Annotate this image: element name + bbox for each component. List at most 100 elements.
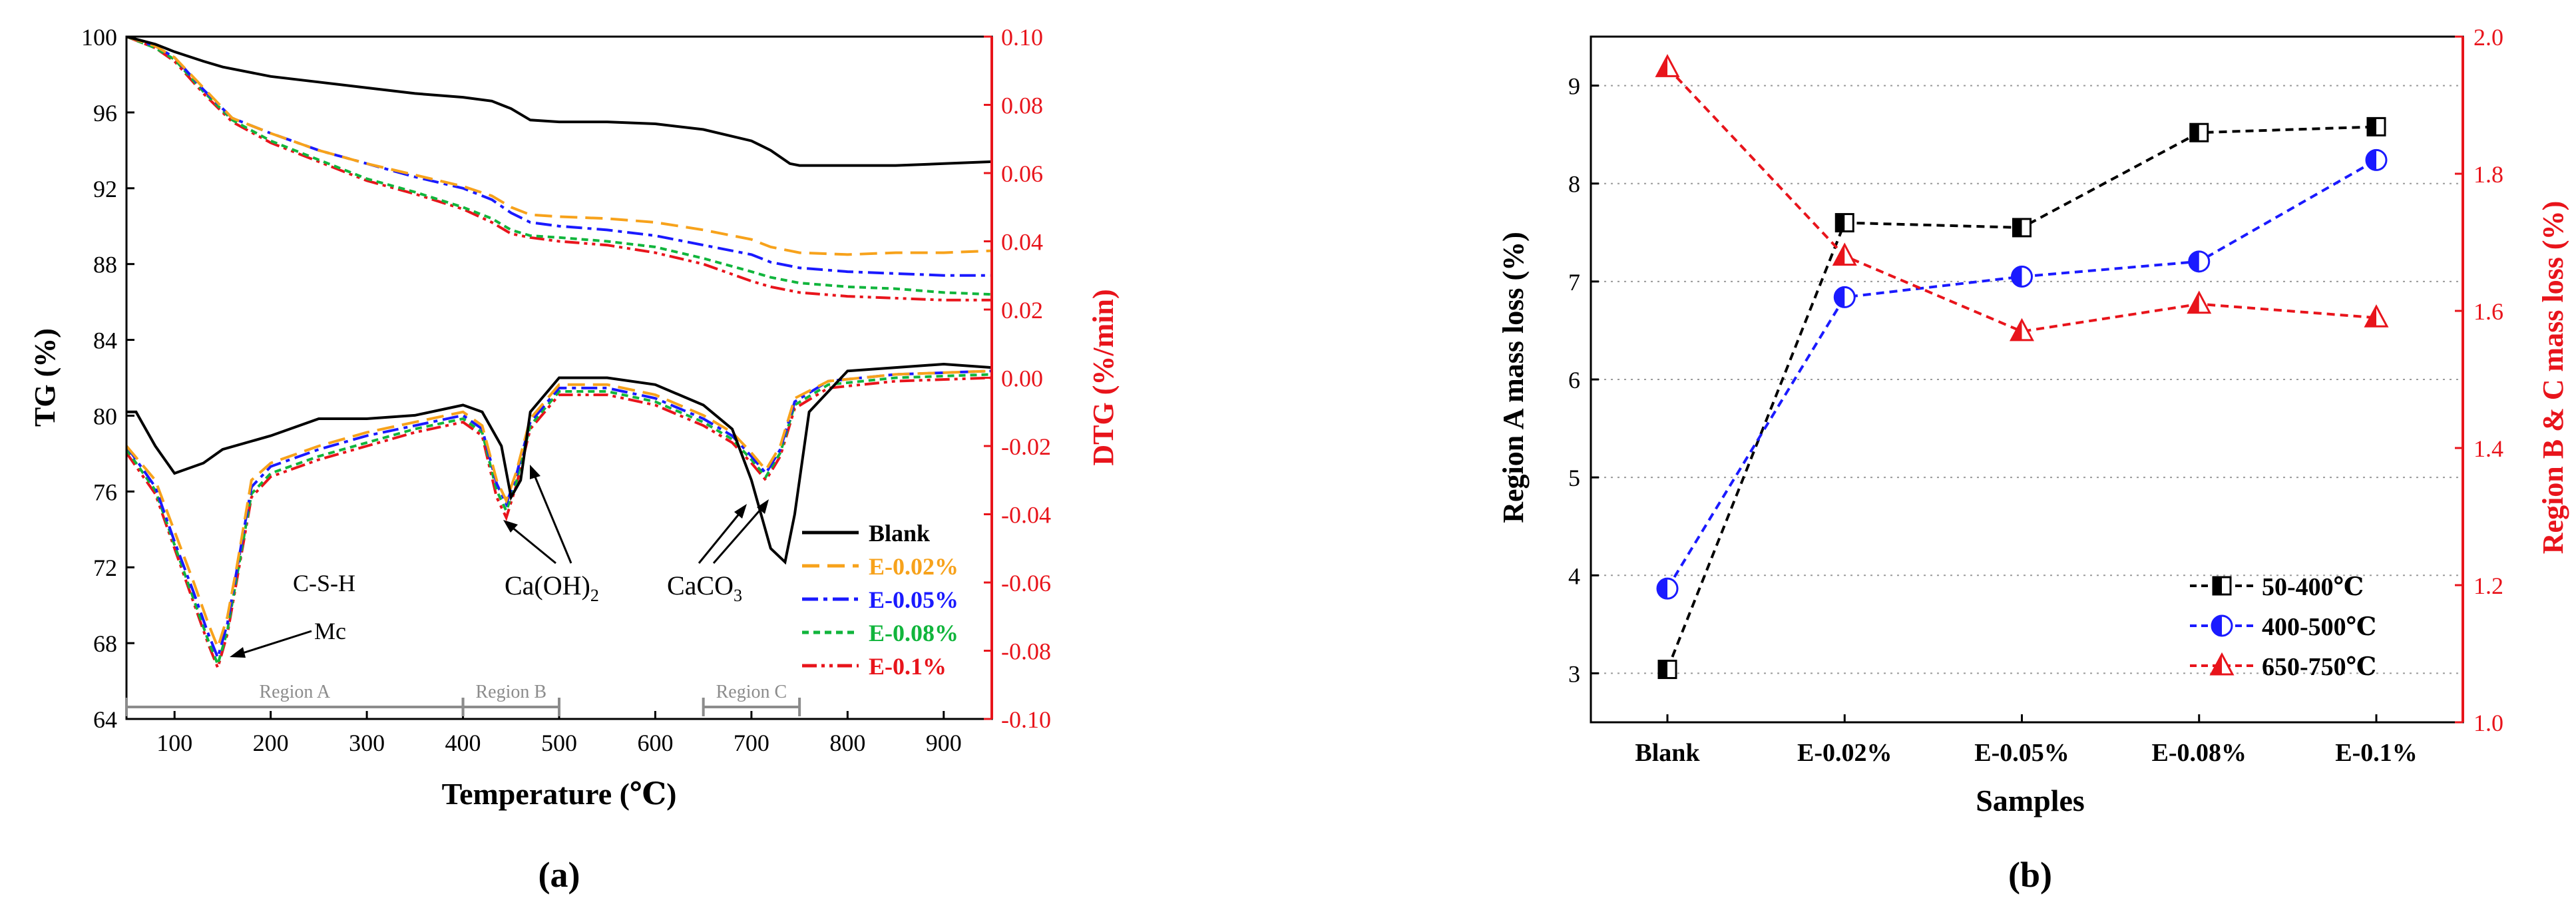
- panel-a-series: [126, 37, 992, 672]
- marker-fill: [1834, 244, 1845, 265]
- panel-a-caption-letter: a: [550, 855, 568, 895]
- annotation-caco3-main: CaCO: [667, 571, 734, 600]
- panel-a-ylabel: TG (%): [29, 328, 61, 427]
- panel-a-ytick-label: 92: [93, 176, 117, 202]
- legend-b-swatch-marker: [2212, 576, 2232, 596]
- point-650-750-: [2010, 318, 2034, 342]
- marker-fill: [2190, 124, 2199, 142]
- marker-fill: [1657, 578, 1667, 599]
- marker-fill: [2213, 577, 2222, 594]
- tg-line-e-0-08-: [126, 37, 992, 296]
- region-label: Region C: [716, 682, 787, 702]
- panel-b-ytick-label: 4: [1568, 563, 1580, 589]
- panel-a-ytick-label: 80: [93, 403, 117, 429]
- region-label: Region B: [475, 682, 546, 702]
- panel-a-xtick-label: 500: [541, 730, 577, 756]
- marker-fill: [2211, 654, 2222, 674]
- panel-a-xtick-label: 700: [734, 730, 769, 756]
- panel-a-ytick-label: 96: [93, 100, 117, 126]
- marker-fill: [2011, 320, 2022, 340]
- panel-b-gridlines: [1591, 85, 2463, 674]
- panel-b-caption: (b): [2008, 855, 2052, 895]
- panel-b-ytick-label: 6: [1568, 367, 1580, 393]
- panel-b-y2tick-label: 1.2: [2473, 573, 2503, 599]
- panel-b-ytick-label: 9: [1568, 73, 1580, 100]
- annotation-caoh2-sub: 2: [590, 586, 599, 605]
- legend-a-label: E-0.1%: [869, 653, 947, 680]
- point-50-400-: [1834, 213, 1854, 233]
- panel-a-annotations: C-S-H Mc Ca(OH)2 CaCO3: [230, 465, 769, 658]
- panel-b-xtick-label: E-0.1%: [2335, 739, 2418, 767]
- panel-a-y2label: DTG (%/min): [1087, 289, 1120, 465]
- series-line-650-750-: [1666, 66, 2377, 333]
- point-400-500-: [1833, 286, 1856, 308]
- arrowhead-caco3-2: [757, 499, 769, 514]
- point-400-500-: [2365, 148, 2388, 171]
- marker-fill: [2013, 218, 2022, 236]
- panel-a-ytick-label: 64: [93, 706, 117, 733]
- panel-a-legend: Blank E-0.02% E-0.05% E-0.08% E-0.1%: [802, 520, 959, 680]
- panel-a-y2tick-label: -0.06: [1001, 570, 1051, 596]
- panel-b-y2tick-label: 2.0: [2473, 24, 2503, 51]
- panel-a-y2tick-label: 0.08: [1001, 93, 1043, 119]
- annotation-mc: Mc: [314, 618, 346, 644]
- annotation-caoh2-main: Ca(OH): [505, 571, 590, 600]
- panel-b-y2tick-label: 1.4: [2473, 435, 2503, 462]
- dtg-line-e-0-02-: [126, 369, 992, 652]
- marker-fill: [2012, 266, 2022, 287]
- panel-a-y2tick-label: -0.08: [1001, 638, 1051, 665]
- marker-fill: [2368, 118, 2376, 136]
- panel-b-ytick-label: 3: [1568, 660, 1580, 687]
- marker-fill: [2188, 292, 2199, 313]
- panel-a-y2tick-label: 0.02: [1001, 297, 1043, 324]
- arrow-caco3-2: [712, 504, 766, 564]
- legend-b-label: 400-500℃: [2262, 613, 2376, 641]
- panel-a-xlabel: Temperature (℃): [442, 777, 677, 811]
- panel-a-xtick-label: 200: [253, 730, 289, 756]
- panel-a-regions: Region A Region B Region C: [125, 682, 801, 716]
- panel-b-xtick-label: E-0.02%: [1797, 739, 1892, 767]
- point-50-400-: [1657, 660, 1677, 680]
- point-400-500-: [2188, 250, 2211, 273]
- region-label: Region A: [259, 682, 330, 702]
- panel-a-y2tick-label: 0.00: [1001, 365, 1043, 392]
- panel-a-ytick-label: 88: [93, 252, 117, 278]
- panel-a-y2tick-label: 0.06: [1001, 160, 1043, 187]
- panel-b-xtick-label: Blank: [1635, 739, 1700, 767]
- arrowhead-caoh2-1: [503, 520, 518, 533]
- marker-fill: [1834, 287, 1845, 308]
- panel-b-xtick-label: E-0.08%: [2152, 739, 2247, 767]
- marker-fill: [1836, 214, 1845, 232]
- panel-a-xtick-label: 100: [156, 730, 192, 756]
- legend-b-label: 650-750℃: [2262, 653, 2376, 681]
- arrow-mc: [234, 630, 312, 657]
- dtg-line-e-0-05-: [126, 369, 992, 662]
- panel-a-xtick-label: 600: [637, 730, 673, 756]
- panel-b-legend: 50-400℃ 400-500℃ 650-750℃: [2190, 573, 2376, 681]
- marker-fill: [2366, 306, 2376, 327]
- marker-fill: [1657, 56, 1667, 77]
- dtg-line-e-0-08-: [126, 373, 992, 669]
- panel-a-ytick-label: 76: [93, 479, 117, 505]
- panel-a-ytick-label: 84: [93, 328, 117, 354]
- dtg-line-blank: [126, 362, 992, 565]
- panel-b-y2tick-label: 1.6: [2473, 298, 2503, 325]
- panel-a-y2tick-label: 0.04: [1001, 229, 1043, 256]
- legend-a-label: E-0.02%: [869, 553, 959, 580]
- arrowhead-caoh2-2: [530, 465, 540, 479]
- point-650-750-: [1655, 54, 1680, 77]
- panel-a-ytick-label: 100: [81, 24, 117, 51]
- panel-b-ticks: Blank E-0.02% E-0.05% E-0.08% E-0.1% 3 4 5 6 7 8 9 1…: [1568, 24, 2503, 767]
- arrowhead-caco3-1: [734, 504, 747, 519]
- panel-a-xtick-label: 800: [829, 730, 865, 756]
- panel-b-ylabel: Region A mass loss (%): [1497, 232, 1530, 523]
- marker-fill: [1659, 660, 1667, 678]
- panel-a-ytick-label: 72: [93, 555, 117, 581]
- panel-a-y2tick-label: -0.02: [1001, 433, 1051, 460]
- marker-fill: [2189, 251, 2199, 272]
- legend-a-label: E-0.05%: [869, 586, 959, 613]
- panel-b-y2tick-label: 1.0: [2473, 710, 2503, 736]
- point-50-400-: [2189, 122, 2209, 142]
- tg-line-blank: [126, 37, 992, 167]
- legend-b-swatch-marker: [2209, 652, 2235, 676]
